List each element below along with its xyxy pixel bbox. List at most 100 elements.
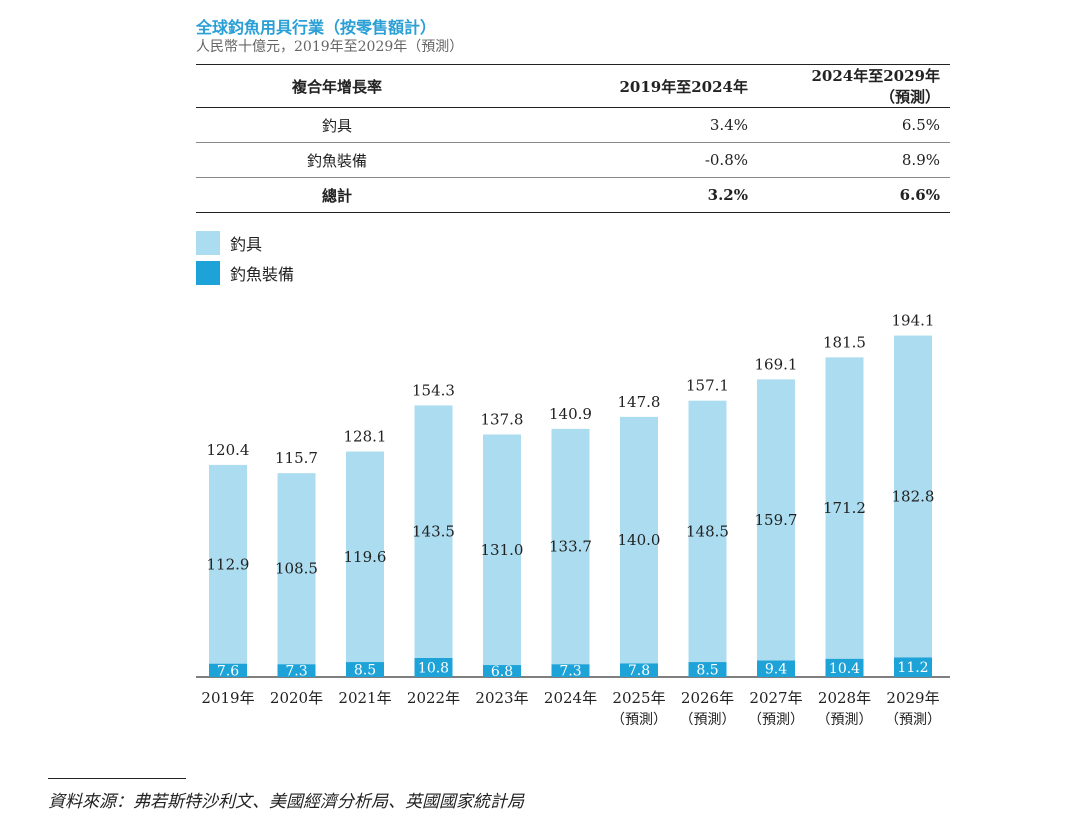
data-label-total: 154.3: [412, 381, 455, 399]
data-label-tackle: 133.7: [549, 537, 592, 555]
x-tick-note: （預測）: [885, 712, 941, 728]
bar-tackle: [346, 451, 384, 663]
cagr-row-value1: 3.2%: [707, 186, 748, 204]
bar-tackle: [757, 379, 795, 661]
bar-tackle: [483, 434, 521, 666]
x-tick-label: 2020年: [270, 689, 323, 707]
data-label-tackle: 148.5: [686, 522, 729, 540]
data-label-equipment: 7.3: [285, 664, 307, 680]
x-tick-label: 2019年: [201, 689, 254, 707]
data-label-equipment: 8.5: [354, 663, 376, 679]
source-divider: [48, 778, 186, 779]
data-label-tackle: 108.5: [275, 560, 318, 578]
x-tick-label: 2028年: [818, 689, 871, 707]
x-tick-label: 2026年: [681, 689, 734, 707]
data-label-total: 157.1: [686, 377, 729, 395]
data-label-total: 140.9: [549, 405, 592, 423]
cagr-row-value1: 3.4%: [709, 116, 748, 134]
x-tick-note: （預測）: [748, 712, 804, 728]
cagr-row-value2: 6.5%: [901, 116, 940, 134]
data-label-equipment: 7.3: [559, 664, 581, 680]
bar-tackle: [825, 357, 864, 659]
bar-equipment: [757, 660, 795, 677]
data-label-tackle: 131.0: [481, 541, 524, 559]
x-tick-note: （預測）: [611, 712, 667, 728]
bar-tackle: [688, 400, 727, 663]
bar-equipment: [551, 664, 590, 677]
bar-tackle: [209, 464, 247, 664]
bar-tackle: [894, 335, 932, 658]
data-label-tackle: 119.6: [344, 548, 387, 566]
x-tick-label: 2025年: [612, 689, 665, 707]
bar-equipment: [209, 663, 247, 677]
data-label-tackle: 143.5: [412, 523, 455, 541]
bar-equipment: [483, 665, 521, 677]
legend-label-tackle: 釣具: [230, 235, 263, 254]
bar-tackle: [620, 416, 658, 664]
cagr-row-label: 釣魚裝備: [306, 151, 367, 170]
data-label-equipment: 10.4: [829, 661, 860, 677]
data-label-total: 128.1: [344, 428, 387, 446]
cagr-header-period1: 2019年至2024年: [619, 77, 749, 96]
chart-subtitle: 人民幣十億元，2019年至2029年（預測）: [196, 39, 464, 55]
data-label-total: 169.1: [755, 355, 798, 373]
x-tick-note: （預測）: [817, 712, 873, 728]
data-label-equipment: 8.5: [696, 663, 718, 679]
bar-equipment: [825, 658, 864, 677]
cagr-row-total: 總計 3.2% 6.6%: [196, 177, 950, 213]
legend-swatch-tackle: [196, 231, 220, 255]
data-label-tackle: 182.8: [892, 487, 935, 505]
cagr-row-equipment: 釣魚裝備 -0.8% 8.9%: [196, 143, 950, 178]
data-label-equipment: 11.2: [897, 660, 928, 676]
cagr-header-label: 複合年增長率: [291, 77, 382, 96]
bar-equipment: [346, 662, 384, 677]
x-tick-label: 2027年: [749, 689, 802, 707]
chart-title: 全球鈞魚用具行業（按零售額計）: [196, 18, 437, 37]
data-label-total: 194.1: [892, 312, 935, 330]
bar-tackle: [551, 428, 590, 665]
data-label-equipment: 7.6: [217, 663, 239, 679]
cagr-row-value1: -0.8%: [704, 151, 748, 169]
cagr-table-header: 複合年增長率 2019年至2024年 2024年至2029年（預測）: [196, 64, 950, 108]
bar-tackle: [414, 405, 453, 658]
bar-equipment: [277, 664, 316, 677]
legend-item-equipment: 釣魚裝備: [196, 258, 294, 288]
data-label-equipment: 10.8: [418, 660, 449, 676]
cagr-row-tackle: 釣具 3.4% 6.5%: [196, 108, 950, 143]
x-tick-label: 2023年: [475, 689, 528, 707]
data-label-equipment: 9.4: [765, 662, 787, 678]
data-label-equipment: 6.8: [491, 664, 513, 680]
data-label-total: 120.4: [207, 441, 250, 459]
x-tick-label: 2029年: [886, 689, 939, 707]
data-label-total: 115.7: [275, 449, 318, 467]
bar-equipment: [894, 657, 932, 677]
bar-equipment: [688, 662, 727, 677]
data-label-total: 147.8: [618, 393, 661, 411]
data-label-equipment: 7.8: [628, 663, 650, 679]
source-note: 資料來源：弗若斯特沙利文、美國經濟分析局、英國國家統計局: [48, 792, 524, 812]
x-tick-label: 2022年: [407, 689, 460, 707]
x-tick-label: 2024年: [544, 689, 597, 707]
x-tick-note: （預測）: [680, 712, 736, 728]
data-label-tackle: 140.0: [618, 531, 661, 549]
cagr-row-label: 釣具: [321, 116, 352, 135]
cagr-row-value2: 8.9%: [901, 151, 940, 169]
data-label-total: 181.5: [823, 333, 866, 351]
chart-legend: 釣具 釣魚裝備: [196, 228, 294, 288]
cagr-row-label: 總計: [321, 186, 352, 205]
cagr-header-period2: 2024年至2029年（預測）: [811, 67, 941, 106]
data-label-tackle: 112.9: [207, 555, 250, 573]
data-label-tackle: 159.7: [755, 511, 798, 529]
legend-swatch-equipment: [196, 261, 220, 285]
data-label-total: 137.8: [481, 410, 524, 428]
data-label-tackle: 171.2: [823, 499, 866, 517]
x-tick-label: 2021年: [338, 689, 391, 707]
cagr-row-value2: 6.6%: [899, 186, 940, 204]
legend-label-equipment: 釣魚裝備: [230, 265, 295, 284]
bar-equipment: [620, 663, 658, 677]
cagr-table: 複合年增長率 2019年至2024年 2024年至2029年（預測） 釣具 3.…: [196, 64, 950, 213]
legend-item-tackle: 釣具: [196, 228, 294, 258]
bar-equipment: [414, 657, 453, 677]
bar-tackle: [277, 473, 316, 665]
